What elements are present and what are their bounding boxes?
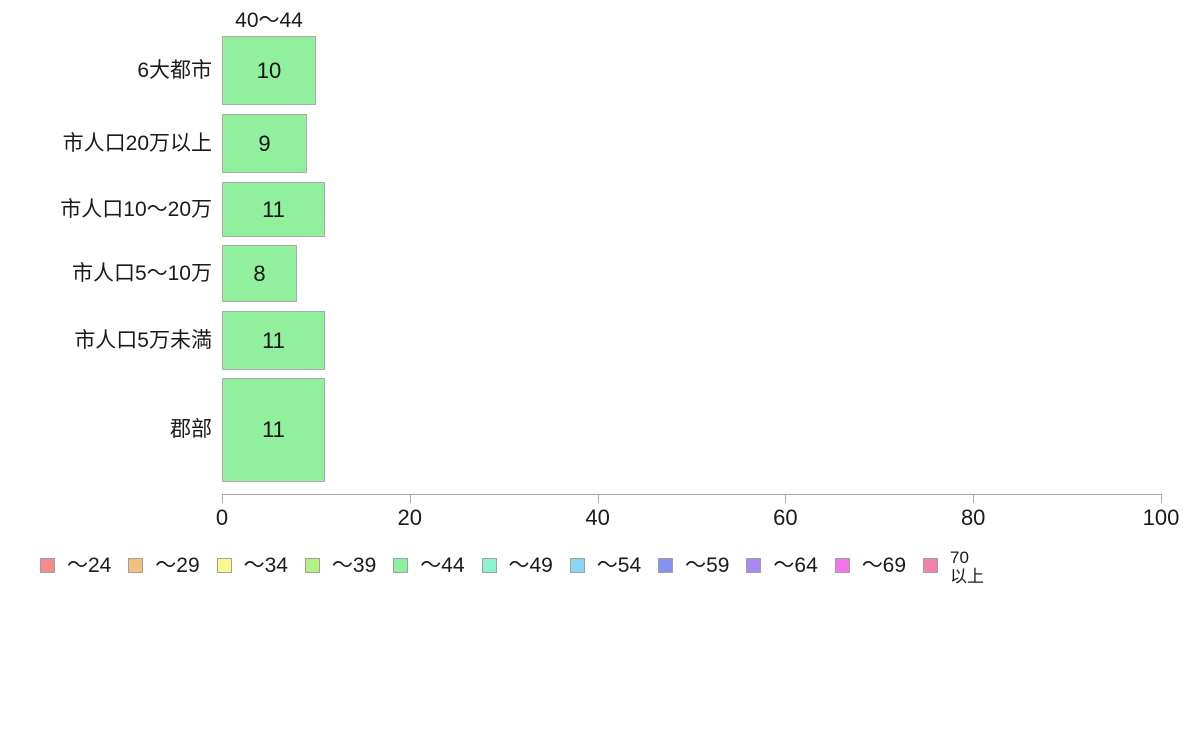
legend-label: 〜24: [67, 554, 112, 577]
legend-label: 〜34: [243, 554, 288, 577]
x-axis-tick: [785, 494, 787, 503]
bar-value-label: 11: [262, 327, 285, 353]
legend-label: 〜59: [685, 554, 730, 577]
legend-swatch: [746, 558, 762, 573]
legend-label: 〜39: [331, 554, 377, 577]
legend-label: 〜64: [773, 554, 818, 577]
x-axis-tick-label: 80: [960, 505, 986, 530]
legend-swatch: [216, 558, 232, 573]
bar-value-label: 11: [262, 196, 285, 222]
x-axis-tick-label: 0: [215, 505, 229, 530]
legend-swatch: [834, 558, 850, 573]
x-axis-tick-label: 100: [1142, 505, 1180, 530]
category-label: 市人口5万未満: [74, 328, 212, 352]
x-axis-tick-label: 60: [773, 505, 798, 530]
bar-value-label: 8: [253, 260, 266, 286]
bar-value-label: 11: [262, 417, 285, 442]
category-label: 市人口5〜10万: [71, 261, 212, 285]
legend-swatch: [569, 558, 585, 573]
bar: 11: [222, 378, 325, 482]
bar-value-label: 10: [256, 57, 282, 83]
legend-label: 〜49: [508, 554, 553, 577]
legend-label: 〜29: [155, 554, 200, 577]
bar: 11: [222, 311, 325, 370]
x-axis-tick-label: 20: [397, 505, 423, 530]
legend-swatch: [923, 558, 938, 573]
legend-swatch: [658, 558, 674, 573]
bar-value-label: 9: [258, 130, 271, 156]
x-axis-tick-label: 40: [585, 505, 610, 530]
bar: 11: [222, 182, 325, 237]
category-label: 6大都市: [137, 58, 212, 82]
legend-swatch: [128, 558, 144, 573]
x-axis-tick: [222, 494, 223, 503]
x-axis-tick: [409, 494, 411, 503]
legend-swatch: [304, 558, 320, 573]
x-axis-line: [222, 494, 1162, 495]
legend-label: 〜54: [596, 554, 642, 577]
x-axis-tick: [973, 494, 975, 503]
category-label: 市人口10〜20万: [60, 197, 212, 221]
x-axis-tick: [597, 494, 599, 503]
category-label: 市人口20万以上: [62, 131, 212, 155]
legend-label: 70 以上: [950, 548, 984, 587]
legend-swatch: [481, 558, 497, 573]
x-axis-tick: [1161, 494, 1162, 503]
legend-label: 〜69: [861, 554, 907, 577]
category-label: 郡部: [170, 418, 212, 441]
chart-title: 40〜44: [235, 9, 303, 32]
bar: 8: [222, 245, 297, 302]
legend-swatch: [393, 558, 409, 573]
legend-label: 〜44: [420, 554, 465, 577]
bar: 10: [222, 36, 316, 105]
bar: 9: [222, 114, 307, 173]
legend-swatch: [40, 558, 55, 573]
